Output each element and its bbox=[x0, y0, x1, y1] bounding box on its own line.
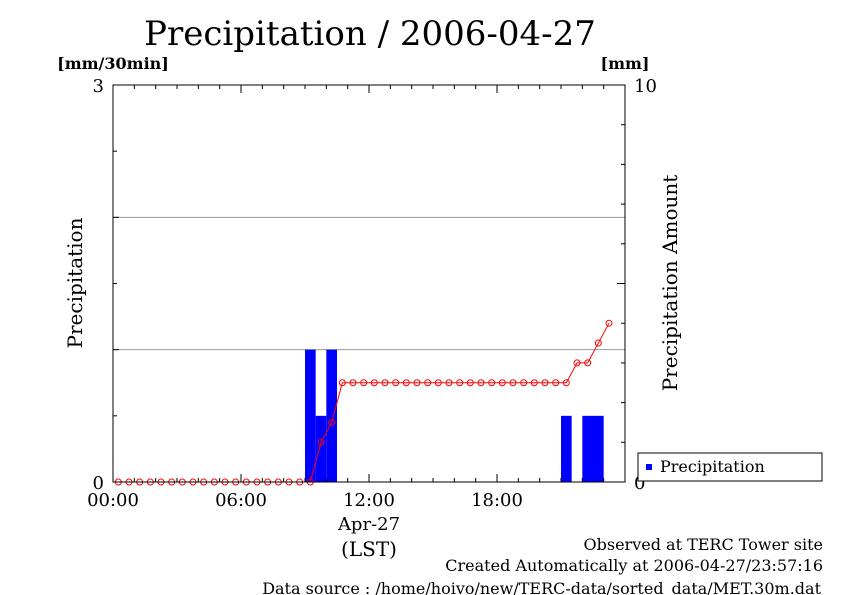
plot-frame bbox=[112, 84, 626, 483]
amount-line-point bbox=[488, 379, 496, 387]
left-unit-label: [mm/30min] bbox=[57, 54, 169, 73]
y-axis-left-max-label: 3 bbox=[93, 76, 104, 97]
amount-line-point bbox=[456, 379, 464, 387]
amount-line-point bbox=[317, 438, 325, 446]
amount-line-point bbox=[413, 379, 421, 387]
footer-source: Data source : /home/hoivo/new/TERC-data/… bbox=[262, 579, 821, 595]
amount-line-point bbox=[424, 379, 432, 387]
amount-line-point bbox=[509, 379, 517, 387]
y-axis-left-min-label: 0 bbox=[93, 473, 104, 494]
amount-line-point bbox=[466, 379, 474, 387]
amount-line-point bbox=[573, 359, 581, 367]
y-axis-right-max-label: 10 bbox=[634, 76, 657, 97]
amount-line-point bbox=[434, 379, 442, 387]
y-axis-right-min-label: 0 bbox=[634, 473, 645, 494]
x-axis-tick-labels: 00:00 06:00 12:00 18:00 bbox=[87, 490, 523, 511]
amount-line-point bbox=[338, 379, 346, 387]
precipitation-bars bbox=[305, 349, 604, 482]
amount-line-point bbox=[530, 379, 538, 387]
amount-line-point bbox=[477, 379, 485, 387]
legend-swatch bbox=[646, 464, 652, 470]
amount-line-point bbox=[605, 319, 613, 327]
amount-line-point bbox=[392, 379, 400, 387]
amount-line-point bbox=[370, 379, 378, 387]
precipitation-bar bbox=[305, 349, 316, 482]
precipitation-bar bbox=[326, 349, 337, 482]
amount-line-point bbox=[445, 379, 453, 387]
amount-line-point bbox=[562, 379, 570, 387]
precipitation-bar bbox=[315, 415, 327, 482]
precipitation-bar bbox=[582, 415, 593, 482]
amount-line-point bbox=[541, 379, 549, 387]
amount-line-point bbox=[552, 379, 560, 387]
amount-line-point bbox=[584, 359, 592, 367]
precipitation-amount-line bbox=[114, 319, 613, 486]
amount-line-point bbox=[498, 379, 506, 387]
legend-box bbox=[637, 452, 823, 482]
precipitation-bar bbox=[561, 415, 572, 482]
x-axis-timezone-label: (LST) bbox=[341, 537, 397, 561]
y-axis-right-title: Precipitation Amount bbox=[658, 175, 682, 392]
amount-line-point bbox=[328, 418, 336, 426]
x-tick-label: 12:00 bbox=[343, 490, 395, 511]
amount-line-point bbox=[381, 379, 389, 387]
amount-line-point bbox=[520, 379, 528, 387]
amount-line-path bbox=[118, 322, 610, 483]
right-unit-label: [mm] bbox=[601, 54, 650, 73]
footer-created: Created Automatically at 2006-04-27/23:5… bbox=[445, 556, 823, 575]
x-tick-label: 18:00 bbox=[471, 490, 523, 511]
precipitation-bar bbox=[593, 415, 604, 482]
x-tick-label: 00:00 bbox=[87, 490, 139, 511]
amount-line-point bbox=[349, 379, 357, 387]
chart-title: Precipitation / 2006-04-27 bbox=[144, 14, 596, 54]
axis-ticks bbox=[112, 84, 626, 483]
x-tick-label: 06:00 bbox=[215, 490, 267, 511]
y-axis-left-title: Precipitation bbox=[63, 217, 87, 348]
amount-line-point bbox=[402, 379, 410, 387]
grid-lines bbox=[113, 216, 625, 351]
x-axis-date-label: Apr-27 bbox=[337, 514, 400, 535]
amount-line-point bbox=[594, 339, 602, 347]
footer-observed: Observed at TERC Tower site bbox=[584, 535, 824, 554]
legend-label: Precipitation bbox=[660, 457, 765, 476]
amount-line-point bbox=[360, 379, 368, 387]
legend: Precipitation bbox=[637, 452, 823, 482]
